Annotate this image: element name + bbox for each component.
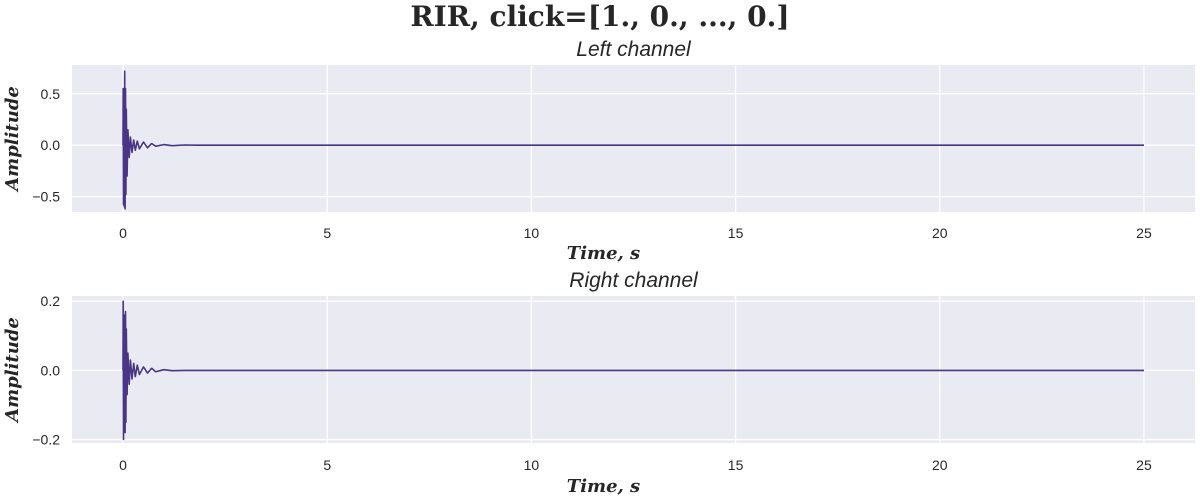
x-axis-label: Time, s [567, 243, 640, 264]
x-tick-label: 0 [119, 457, 127, 473]
x-tick-label: 25 [1136, 457, 1152, 473]
y-axis-label: Amplitude [2, 86, 23, 193]
y-tick-label: −0.2 [32, 432, 60, 448]
x-tick-label: 15 [728, 457, 744, 473]
left-channel-plot: 0 5 10 15 20 25 −0.5 0.0 0.5 Left channel Time, s A… [2, 38, 1195, 264]
x-tick-label: 5 [323, 225, 331, 241]
left-channel-series-line [122, 70, 1144, 210]
y-tick-label: 0.5 [41, 86, 61, 102]
x-tick-label: 10 [524, 457, 540, 473]
x-tick-label: 10 [524, 225, 540, 241]
x-axis-label: Time, s [567, 476, 640, 497]
x-tick-label: 15 [728, 225, 744, 241]
left-plot-area [72, 65, 1195, 212]
left-channel-title: Left channel [576, 38, 692, 61]
figure-title: RIR, click=[1., 0., ..., 0.] [410, 0, 789, 33]
right-channel-series-line [122, 300, 1144, 441]
x-tick-label: 20 [932, 457, 948, 473]
x-tick-label: 20 [932, 225, 948, 241]
x-tick-label: 5 [323, 457, 331, 473]
right-channel-title: Right channel [569, 269, 699, 292]
y-tick-label: −0.5 [32, 189, 60, 205]
y-tick-label: 0.0 [41, 362, 61, 378]
right-plot-area [72, 296, 1195, 443]
x-tick-label: 0 [119, 225, 127, 241]
x-tick-label: 25 [1136, 225, 1152, 241]
right-channel-plot: 0 5 10 15 20 25 −0.2 0.0 0.2 Right channel Time, s… [2, 269, 1195, 497]
y-tick-label: 0.0 [41, 137, 61, 153]
y-tick-label: 0.2 [41, 293, 61, 309]
y-axis-label: Amplitude [2, 317, 23, 424]
